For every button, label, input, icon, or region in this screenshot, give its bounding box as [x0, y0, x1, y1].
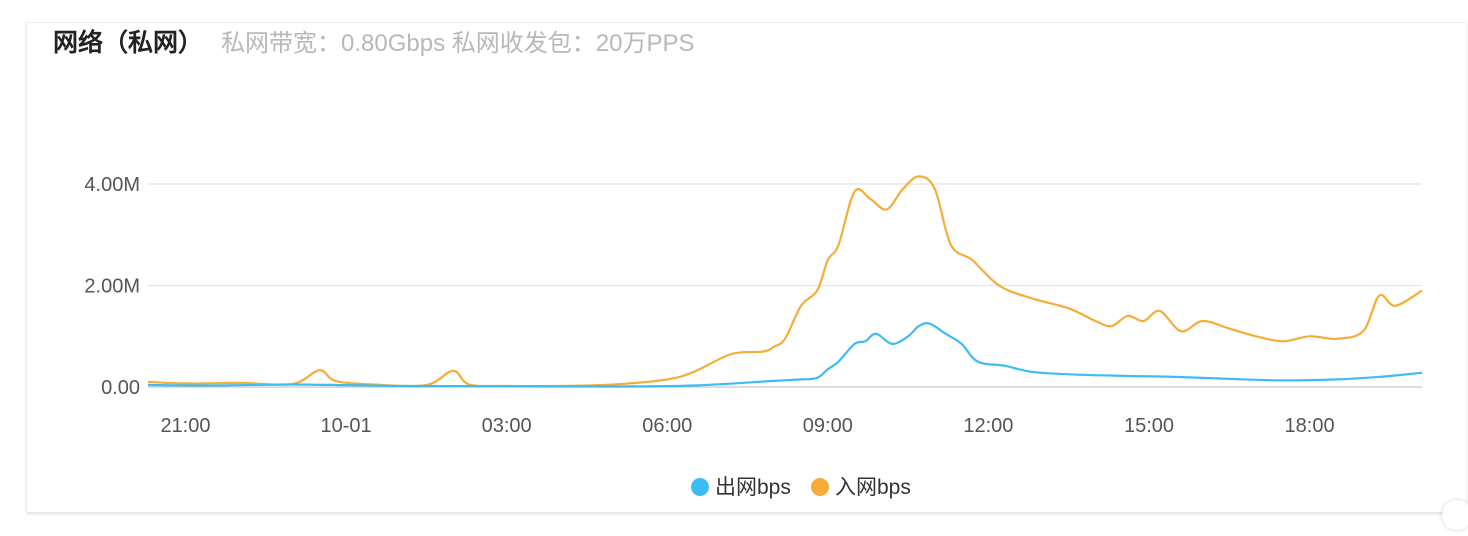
x-tick-label: 03:00 — [482, 415, 532, 437]
legend-label: 入网bps — [835, 476, 911, 499]
x-tick-label: 10-01 — [320, 415, 371, 437]
chart-header: 网络（私网） 私网带宽：0.80Gbps 私网收发包：20万PPS — [53, 27, 694, 63]
x-tick-label: 06:00 — [642, 415, 692, 437]
y-tick-label: 2.00M — [84, 276, 140, 298]
legend-marker — [691, 478, 709, 496]
series-line-out — [147, 322, 1423, 388]
chart-subtitle: 私网带宽：0.80Gbps 私网收发包：20万PPS — [221, 30, 695, 57]
x-tick-label: 18:00 — [1285, 415, 1335, 437]
y-tick-label: 4.00M — [84, 174, 140, 196]
legend-label: 出网bps — [715, 476, 791, 499]
series-line-in — [147, 175, 1423, 388]
chart-title: 网络（私网） — [53, 29, 204, 57]
x-tick-label: 12:00 — [963, 415, 1013, 437]
x-tick-label: 09:00 — [803, 415, 853, 437]
corner-handle — [1442, 500, 1468, 530]
chart-card: 网络（私网） 私网带宽：0.80Gbps 私网收发包：20万PPS — [26, 22, 1468, 530]
y-tick-label: 0.00 — [101, 377, 140, 399]
x-tick-label: 21:00 — [160, 415, 210, 437]
legend-marker — [811, 478, 829, 496]
x-tick-label: 15:00 — [1124, 415, 1174, 437]
